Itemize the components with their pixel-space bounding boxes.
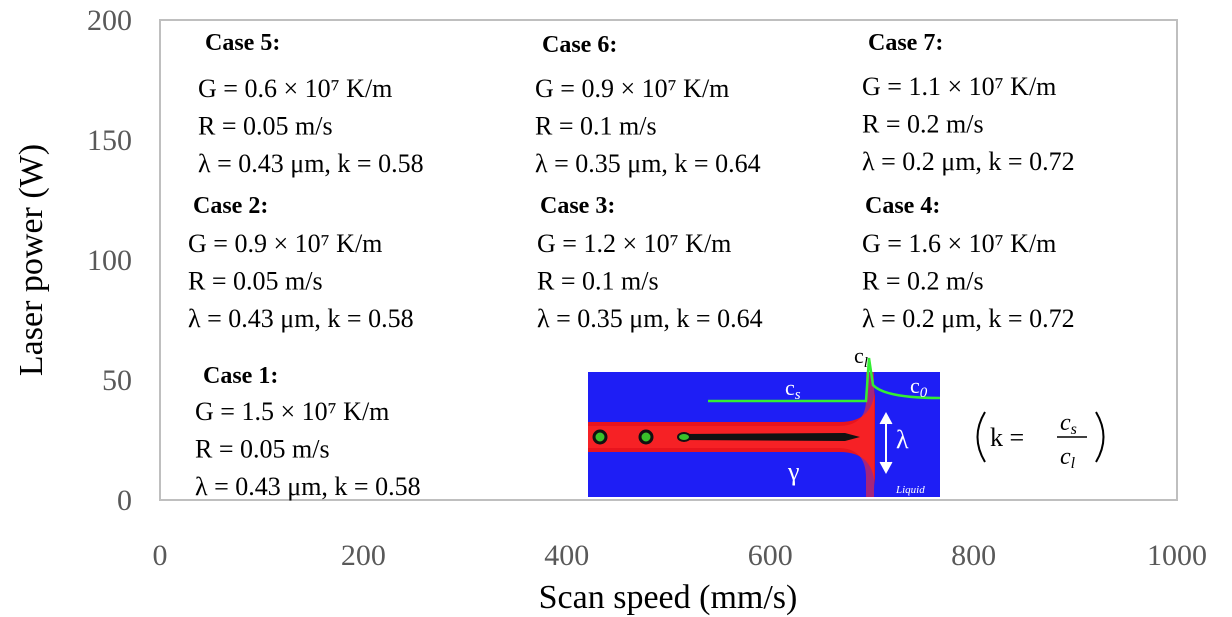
case-line: λ = 0.35 μm, k = 0.64: [535, 149, 761, 178]
inset-label: 0: [920, 385, 928, 401]
x-tick-label: 200: [341, 539, 386, 572]
y-tick-label: 100: [87, 244, 132, 277]
plot-frame: [159, 19, 1178, 501]
inset-label: c: [910, 373, 920, 398]
inset-label: γ: [787, 457, 800, 486]
y-axis-title: Laser power (W): [13, 144, 50, 376]
case-title: Case 4:: [865, 193, 940, 219]
inset-droplet: [677, 432, 691, 442]
paren: [976, 411, 986, 463]
case-line: R = 0.05 m/s: [195, 435, 330, 464]
formula-text: cl: [1060, 444, 1076, 472]
case-line: R = 0.1 m/s: [537, 267, 659, 296]
y-tick-label: 150: [87, 124, 132, 157]
inset-label: c: [854, 343, 864, 368]
case-line: G = 1.6 × 10⁷ K/m: [862, 229, 1056, 258]
formula-text: l: [1071, 455, 1076, 472]
case-line: λ = 0.2 μm, k = 0.72: [862, 304, 1075, 333]
inset-droplet: [638, 429, 654, 445]
inset-label: c: [785, 375, 795, 400]
formula-text: s: [1071, 421, 1077, 438]
inset-label: cs: [785, 375, 801, 403]
case-title: Case 3:: [540, 193, 615, 219]
case-line: λ = 0.43 μm, k = 0.58: [195, 472, 421, 501]
inset: cs cl c0 λ γ Liquid: [588, 343, 941, 497]
x-axis-title: Scan speed (mm/s): [539, 579, 798, 616]
case-title: Case 6:: [542, 32, 617, 58]
case-title: Case 2:: [193, 193, 268, 219]
case-title: Case 5:: [205, 30, 280, 56]
y-tick-label: 200: [87, 4, 132, 37]
y-tick-label: 50: [102, 364, 132, 397]
inset-label: l: [864, 355, 868, 371]
formula: k = cs cl: [976, 410, 1105, 472]
inset-arrowheads: [879, 411, 893, 475]
formula-text: k =: [990, 423, 1024, 452]
case-line: λ = 0.43 μm, k = 0.58: [198, 149, 424, 178]
inset-label: λ: [896, 425, 909, 454]
case-line: R = 0.05 m/s: [188, 267, 323, 296]
case-line: λ = 0.35 μm, k = 0.64: [537, 304, 763, 333]
case-line: R = 0.1 m/s: [535, 112, 657, 141]
case-title: Case 1:: [203, 363, 278, 389]
case-line: R = 0.05 m/s: [198, 112, 333, 141]
x-tick-label: 800: [951, 539, 996, 572]
formula-text: c: [1060, 410, 1071, 436]
y-tick-label: 0: [117, 484, 132, 517]
case-line: G = 0.6 × 10⁷ K/m: [198, 74, 392, 103]
case-line: G = 1.2 × 10⁷ K/m: [537, 229, 731, 258]
inset-channel: [680, 433, 860, 441]
x-tick-label: 0: [153, 539, 168, 572]
case-line: λ = 0.43 μm, k = 0.58: [188, 304, 414, 333]
case-line: G = 0.9 × 10⁷ K/m: [535, 74, 729, 103]
paren: [1095, 411, 1105, 463]
inset-label: s: [795, 387, 801, 403]
x-tick-label: 400: [544, 539, 589, 572]
case-line: G = 0.9 × 10⁷ K/m: [188, 229, 382, 258]
case-line: G = 1.1 × 10⁷ K/m: [862, 72, 1056, 101]
inset-concentration: [708, 357, 941, 403]
case-line: R = 0.2 m/s: [862, 267, 984, 296]
inset-label: cl: [854, 343, 868, 371]
inset-label: c0: [910, 373, 928, 401]
x-tick-label: 600: [748, 539, 793, 572]
case-line: λ = 0.2 μm, k = 0.72: [862, 147, 1075, 176]
inset-droplet: [592, 429, 608, 445]
x-tick-label: 1000: [1147, 539, 1207, 572]
inset-label: Liquid: [895, 484, 925, 496]
case-title: Case 7:: [868, 30, 943, 56]
case-line: R = 0.2 m/s: [862, 110, 984, 139]
formula-text: c: [1060, 444, 1071, 470]
case-line: G = 1.5 × 10⁷ K/m: [195, 397, 389, 426]
formula-text: cs: [1060, 410, 1077, 438]
